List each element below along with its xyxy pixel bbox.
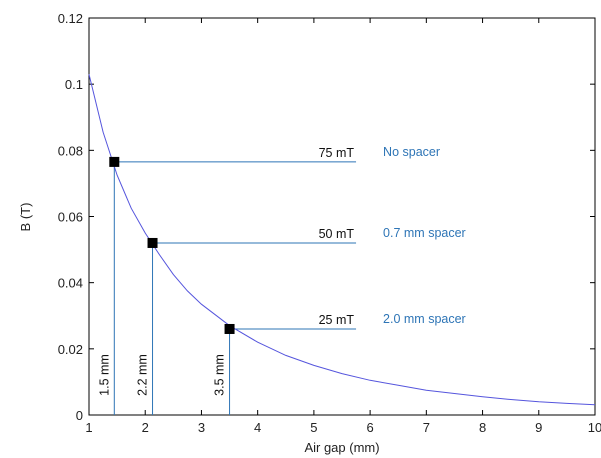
gap-label: 2.2 mm [136,354,150,396]
field-label: 25 mT [319,313,355,327]
x-tick-label: 10 [588,420,601,435]
y-tick-label: 0.08 [58,143,83,158]
spacer-label: 0.7 mm spacer [383,226,466,240]
field-label: 75 mT [319,146,355,160]
markers [109,156,235,334]
gap-label: 1.5 mm [97,354,111,396]
data-marker [147,237,158,248]
x-axis-ticks: 1 2 3 4 5 6 7 8 9 10 [85,18,601,435]
x-tick-label: 6 [366,420,373,435]
y-tick-label: 0 [76,408,83,423]
y-axis-ticks: 0 0.02 0.04 0.06 0.08 0.1 0.12 [58,11,595,423]
y-tick-label: 0.06 [58,210,83,225]
x-tick-label: 5 [310,420,317,435]
y-axis-title: B (T) [18,203,33,232]
x-tick-label: 7 [423,420,430,435]
y-tick-label: 0.04 [58,276,83,291]
spacer-label: 2.0 mm spacer [383,312,466,326]
y-tick-label: 0.02 [58,342,83,357]
y-tick-label: 0.1 [65,77,83,92]
x-tick-label: 2 [142,420,149,435]
data-marker [224,323,235,334]
x-axis-title: Air gap (mm) [304,440,379,455]
b-field-curve [88,74,596,406]
plot-area [88,17,596,416]
x-tick-label: 1 [85,420,92,435]
x-tick-label: 4 [254,420,261,435]
annotations: 75 mT No spacer 1.5 mm 50 mT 0.7 mm spacer 2.… [97,145,466,415]
x-tick-label: 3 [198,420,205,435]
field-label: 50 mT [319,227,355,241]
y-tick-label: 0.12 [58,11,83,26]
x-tick-label: 9 [535,420,542,435]
x-tick-label: 8 [479,420,486,435]
data-marker [109,156,120,167]
spacer-label: No spacer [383,145,440,159]
gap-label: 3.5 mm [213,354,227,396]
